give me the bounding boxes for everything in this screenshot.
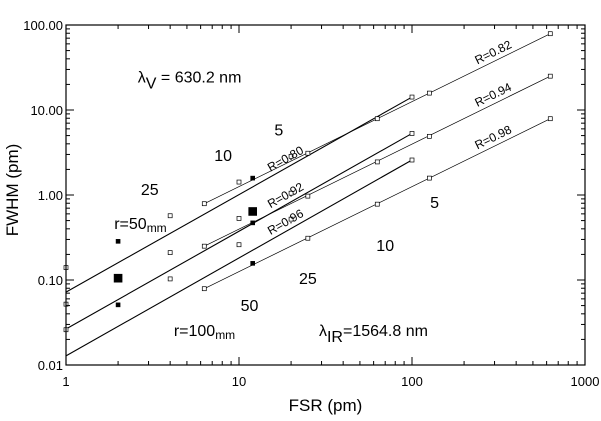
open-marker: [374, 116, 380, 122]
x-tick-label: 1000: [571, 374, 600, 389]
annotations: r=50mm r=100mm λV = 630.2 nm λIR=1564.8 nm 5…: [114, 70, 439, 346]
y-tick-label: 1.00: [38, 188, 63, 203]
filled-marker: [250, 261, 255, 266]
filled-marker: [250, 220, 255, 226]
filled-marker: [248, 207, 257, 216]
annotation-v-10: 10: [376, 238, 394, 255]
open-marker: [547, 73, 553, 79]
open-marker: [236, 179, 242, 185]
annotation-r50: r=50mm: [114, 216, 166, 235]
open-marker: [427, 90, 432, 96]
annotation-ir-25: 25: [141, 182, 159, 199]
open-marker: [547, 31, 553, 37]
annotation-r100: r=100mm: [174, 323, 235, 342]
annotation-v-25: 25: [299, 271, 317, 288]
open-marker: [305, 235, 311, 241]
y-tick-label: 100.00: [23, 18, 63, 33]
annotation-ir-5: 5: [274, 123, 283, 140]
open-marker: [288, 190, 294, 196]
open-marker: [201, 286, 207, 292]
open-marker: [409, 157, 415, 163]
x-tick-label: 1: [62, 374, 69, 389]
series-line: [65, 96, 413, 293]
open-marker: [167, 250, 173, 255]
y-tick-labels: 0.01 0.10 1.00 10.00 100.00: [23, 18, 63, 373]
annotation-lambda-ir: λIR=1564.8 nm: [319, 323, 428, 346]
open-marker: [547, 116, 553, 122]
open-marker: [236, 242, 242, 248]
open-marker: [409, 94, 415, 100]
open-marker: [201, 201, 207, 207]
open-marker: [427, 133, 432, 139]
open-marker: [409, 131, 415, 136]
x-tick-label: 10: [232, 374, 246, 389]
annotation-ir-10: 10: [214, 148, 232, 165]
y-tick-label: 0.10: [38, 273, 63, 288]
y-tick-label: 0.01: [38, 358, 63, 373]
x-axis-title: FSR (pm): [289, 396, 363, 415]
x-tick-label: 100: [401, 374, 423, 389]
open-marker: [374, 201, 380, 207]
filled-marker: [115, 302, 121, 308]
open-marker: [427, 175, 432, 181]
filled-marker: [250, 175, 255, 181]
open-marker: [374, 159, 380, 165]
open-marker: [288, 153, 294, 159]
open-marker: [201, 243, 207, 249]
annotation-v-50: 50: [241, 298, 259, 315]
y-tick-label: 10.00: [30, 103, 63, 118]
filled-marker: [113, 273, 123, 283]
x-tick-labels: 1 10 100 1000: [62, 374, 599, 389]
axis-ticks: [65, 25, 585, 366]
filled-marker: [115, 239, 121, 244]
open-marker: [288, 216, 294, 222]
series-line: [65, 159, 413, 357]
annotation-lambda-v: λV = 630.2 nm: [138, 70, 242, 93]
open-marker: [167, 213, 173, 219]
series-line: [65, 132, 413, 330]
y-axis-title: FWHM (pm): [3, 144, 22, 237]
open-marker: [236, 216, 242, 221]
annotation-v-5: 5: [430, 195, 439, 212]
open-marker: [305, 150, 311, 156]
open-marker: [167, 276, 173, 282]
open-marker: [305, 193, 311, 199]
